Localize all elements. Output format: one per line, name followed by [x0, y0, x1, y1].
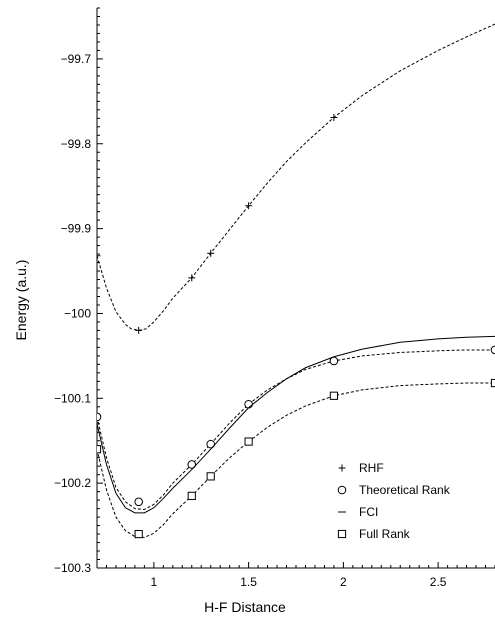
y-tick-label: −99.8: [61, 137, 92, 151]
data-point-rhf: [188, 274, 196, 282]
legend-symbol: [338, 464, 346, 472]
data-point-theoretical-rank: [244, 399, 253, 409]
series-line-full-rank: [97, 382, 495, 538]
legend-item-full-rank: Full Rank: [337, 527, 411, 541]
data-point-full-rank: [490, 378, 495, 388]
x-tick-label: 2.5: [430, 575, 447, 589]
data-point-rhf: [207, 249, 215, 257]
data-point-rhf: [330, 113, 338, 121]
data-point-rhf: [245, 202, 253, 210]
y-tick-label: −100.2: [54, 476, 91, 490]
data-point-rhf: [97, 252, 101, 260]
data-point-theoretical-rank: [187, 460, 197, 469]
data-point-full-rank: [134, 529, 143, 539]
axes: −100.3 −100.2 −100.1 −100 −99.9 −99.8 −99.7 1 1.…: [54, 7, 495, 589]
data-point-full-rank: [244, 437, 253, 446]
x-tick-label: 1.5: [240, 575, 257, 589]
series-rhf: [97, 23, 495, 334]
legend-item-fci: FCI: [338, 505, 378, 519]
legend-label: FCI: [359, 505, 378, 519]
x-tick-label: 2: [340, 575, 347, 589]
data-point-rhf: [135, 326, 143, 334]
data-point-full-rank: [206, 472, 215, 481]
legend-symbol: [337, 529, 347, 539]
y-tick-label: −100.3: [54, 561, 91, 575]
legend-label: Theoretical Rank: [359, 483, 451, 497]
series-layer: [97, 23, 495, 539]
y-axis-label: Energy (a.u.): [13, 260, 29, 341]
legend-item-rhf: RHF: [338, 461, 384, 475]
data-point-full-rank: [97, 445, 102, 454]
data-point-theoretical-rank: [329, 356, 339, 366]
x-tick-label: 1: [151, 575, 158, 589]
series-full-rank: [97, 378, 495, 539]
y-tick-label: −99.9: [61, 222, 92, 236]
series-fci: [97, 335, 495, 514]
y-tick-label: −99.7: [61, 52, 92, 66]
data-point-theoretical-rank: [206, 439, 216, 449]
legend-symbol: [337, 485, 347, 495]
legend-label: Full Rank: [359, 527, 411, 541]
data-point-theoretical-rank: [490, 345, 495, 355]
data-point-theoretical-rank: [97, 412, 102, 422]
data-point-theoretical-rank: [134, 497, 143, 507]
legend: RHF Theoretical Rank FCI Full Rank: [337, 461, 451, 541]
series-line-theoretical-rank: [97, 349, 495, 510]
series-line-rhf: [97, 23, 495, 331]
legend-label: RHF: [359, 461, 384, 475]
y-tick-label: −100: [64, 306, 91, 320]
series-line-fci: [97, 335, 495, 514]
y-tick-label: −100.1: [54, 391, 91, 405]
data-point-full-rank: [187, 491, 196, 500]
legend-item-theoretical-rank: Theoretical Rank: [337, 483, 451, 497]
data-point-full-rank: [329, 391, 339, 400]
x-axis-label: H-F Distance: [204, 599, 286, 615]
